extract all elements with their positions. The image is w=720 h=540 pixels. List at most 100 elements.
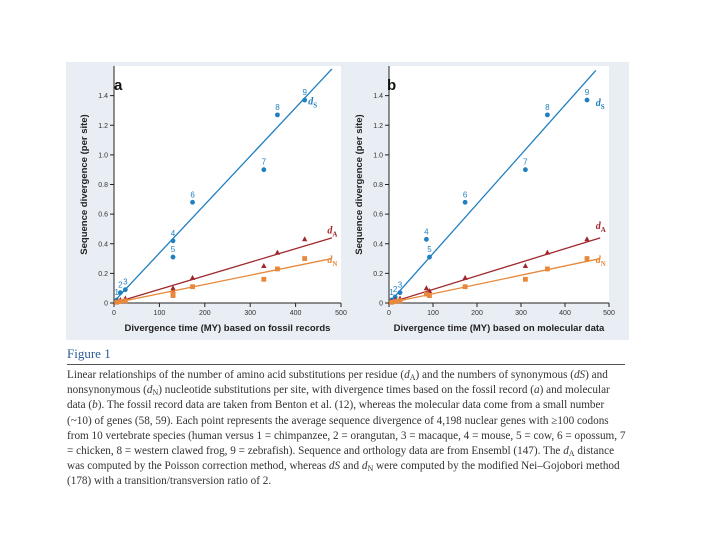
data-point-dN bbox=[261, 276, 267, 282]
data-point-ds bbox=[122, 287, 128, 293]
data-point-ds bbox=[170, 254, 176, 260]
y-axis-label: Sequence divergence (per site) bbox=[354, 114, 365, 254]
y-tick-label: 0 bbox=[379, 301, 383, 308]
panel-label: b bbox=[387, 77, 396, 94]
data-point-dA bbox=[544, 249, 551, 255]
x-tick-label: 500 bbox=[335, 310, 347, 317]
caption-dN2-var: d bbox=[361, 460, 368, 473]
x-tick-label: 200 bbox=[471, 310, 483, 317]
data-point-ds bbox=[117, 290, 123, 296]
series-label-sub: A bbox=[601, 226, 606, 234]
series-label-sub: S bbox=[313, 102, 317, 110]
data-point-ds bbox=[462, 199, 468, 205]
fit-line-dN bbox=[114, 257, 333, 303]
series-label-ds: dS bbox=[596, 98, 605, 111]
series-label-main: d bbox=[327, 255, 333, 266]
caption-ds2-var: dS bbox=[328, 460, 341, 473]
caption-text-2: ) and the numbers of synonymous ( bbox=[415, 369, 574, 381]
x-tick-label: 400 bbox=[290, 310, 302, 317]
data-point-dA bbox=[584, 236, 590, 242]
x-axis-label: Divergence time (MY) based on fossil rec… bbox=[125, 323, 331, 334]
data-point-ds bbox=[170, 238, 176, 244]
data-point-ds bbox=[427, 254, 432, 260]
point-label: 5 bbox=[427, 245, 432, 254]
series-label-main: d bbox=[596, 221, 602, 232]
series-label-main: d bbox=[596, 255, 602, 266]
data-point-dA bbox=[170, 285, 176, 291]
series-label-sub: N bbox=[332, 260, 337, 268]
point-label: 6 bbox=[190, 190, 195, 199]
y-tick-label: 0.6 bbox=[98, 212, 108, 219]
series-label-main: d bbox=[327, 225, 333, 236]
caption-dA-sub: A bbox=[409, 373, 416, 382]
data-point-dN bbox=[389, 299, 395, 305]
point-label: 8 bbox=[275, 103, 280, 112]
point-label: 2 bbox=[118, 281, 123, 290]
data-point-dN bbox=[545, 266, 550, 272]
data-point-dN bbox=[122, 298, 128, 304]
caption-dA2-sub: A bbox=[568, 449, 575, 459]
point-label: 7 bbox=[262, 158, 267, 167]
data-point-dN bbox=[584, 256, 590, 261]
data-point-dA bbox=[261, 262, 267, 268]
figure-caption: Linear relationships of the number of am… bbox=[67, 368, 629, 490]
series-label-dA: dA bbox=[327, 225, 337, 238]
caption-text-1: Linear relationships of the number of am… bbox=[67, 369, 405, 381]
data-point-dN bbox=[462, 284, 468, 290]
caption-text-8: and bbox=[340, 460, 362, 473]
data-point-dN bbox=[170, 293, 176, 298]
y-tick-label: 0.4 bbox=[98, 241, 108, 248]
data-point-dA bbox=[189, 274, 196, 280]
caption-divider bbox=[67, 364, 625, 365]
point-label: 4 bbox=[424, 227, 429, 236]
series-label-main: d bbox=[308, 97, 314, 108]
fit-line-ds bbox=[114, 68, 333, 302]
x-tick-label: 0 bbox=[112, 310, 116, 317]
series-label-sub: A bbox=[332, 230, 337, 238]
data-point-dA bbox=[301, 236, 308, 242]
y-tick-label: 0.8 bbox=[98, 182, 108, 189]
data-point-ds bbox=[302, 97, 308, 103]
caption-dA-var: d bbox=[404, 369, 410, 381]
x-tick-label: 100 bbox=[427, 310, 439, 317]
x-tick-label: 100 bbox=[154, 310, 166, 317]
chart-panel-a: 0 0.2 0.4 0.6 0.8 1.0 1.2 1.4 0 100 200 300 400 500 Di… bbox=[79, 66, 347, 334]
point-label: 2 bbox=[393, 285, 398, 294]
chart-panel-b: 0 0.2 0.4 0.6 0.8 1.0 1.2 1.4 0 100 200 300 400 500 Di… bbox=[354, 66, 615, 334]
caption-text-3: ) and nonsynonymous ( bbox=[67, 369, 608, 397]
caption-a-ref: a bbox=[533, 384, 540, 397]
caption-text-7: distance was computed by the Poisson cor… bbox=[67, 445, 615, 473]
fit-line-ds bbox=[389, 70, 597, 303]
y-tick-label: 1.4 bbox=[98, 93, 108, 100]
data-point-ds bbox=[190, 199, 195, 205]
caption-dN2-sub: N bbox=[367, 464, 374, 474]
plot-area bbox=[114, 66, 341, 303]
data-point-ds bbox=[523, 167, 528, 173]
data-point-dA bbox=[462, 274, 468, 280]
x-tick-label: 0 bbox=[387, 310, 391, 317]
y-tick-label: 1.4 bbox=[373, 93, 383, 100]
series-label-sub: S bbox=[601, 103, 605, 111]
x-tick-label: 500 bbox=[603, 310, 615, 317]
caption-text-4: ) nucleotide substitutions per site, wit… bbox=[158, 384, 534, 397]
series-dN: dN bbox=[114, 255, 337, 305]
data-point-ds bbox=[424, 236, 429, 242]
y-tick-label: 1.0 bbox=[373, 152, 383, 159]
y-tick-label: 1.2 bbox=[373, 123, 383, 130]
data-point-ds bbox=[545, 112, 550, 118]
caption-dN-var: d bbox=[146, 384, 153, 397]
data-point-dN bbox=[302, 256, 308, 261]
y-axis-label: Sequence divergence (per site) bbox=[79, 114, 90, 254]
data-point-dA bbox=[522, 262, 529, 268]
plot-area bbox=[389, 66, 609, 303]
x-axis-label: Divergence time (MY) based on molecular … bbox=[394, 323, 605, 334]
x-tick-label: 300 bbox=[515, 310, 527, 317]
series-label-ds: dS bbox=[308, 97, 317, 110]
point-label: 1 bbox=[114, 288, 119, 297]
caption-ds-var: dS bbox=[573, 369, 586, 381]
data-point-dA bbox=[274, 249, 281, 255]
caption-dA2-var: d bbox=[563, 445, 569, 458]
fit-line-dA bbox=[114, 237, 333, 303]
